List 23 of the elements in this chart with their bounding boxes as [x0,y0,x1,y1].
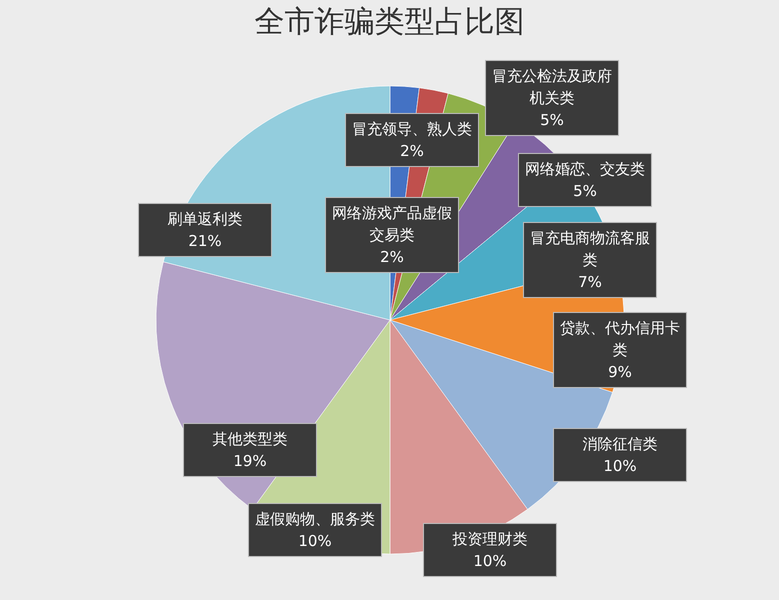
data-label: 2% [380,248,404,266]
data-label: 2% [400,142,424,160]
slice-label: 网络婚恋、交友类 [525,160,645,178]
slice-label: 贷款、代办信用卡类 [560,319,680,359]
data-label: 10% [603,457,637,475]
data-label: 7% [578,273,602,291]
slice-label: 网络游戏产品虚假交易类 [332,204,452,244]
slice-label: 投资理财类 [452,530,528,548]
data-label: 5% [573,182,597,200]
slice-label: 其他类型类 [212,430,288,448]
data-label: 19% [233,452,267,470]
slice-label: 消除征信类 [582,435,658,453]
data-label: 5% [540,111,564,129]
slice-label: 冒充公检法及政府机关类 [492,67,612,107]
slice-label: 虚假购物、服务类 [255,510,375,528]
chart-title: 全市诈骗类型占比图 [254,4,524,40]
data-label: 10% [473,552,507,570]
data-label: 10% [298,532,332,550]
slice-label: 冒充领导、熟人类 [352,120,472,138]
slice-label: 冒充电商物流客服类 [530,229,650,269]
data-label: 9% [608,363,632,381]
data-label: 21% [188,232,222,250]
slice-label: 刷单返利类 [168,210,242,228]
